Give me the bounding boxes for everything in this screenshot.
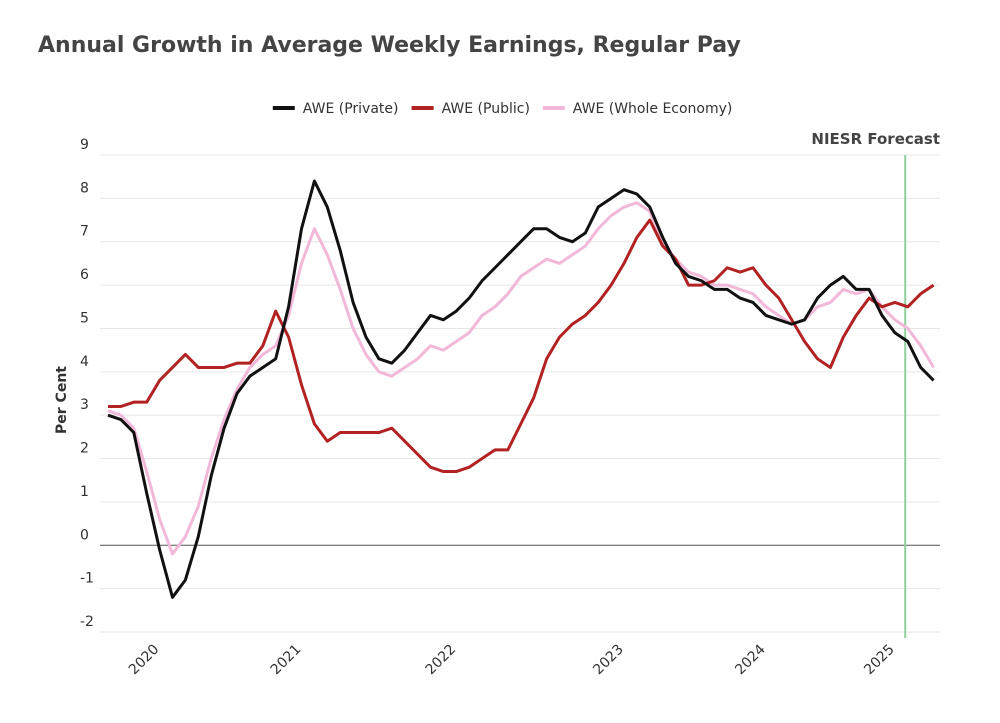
y-tick-label: 3 <box>80 397 89 413</box>
x-tick-label: 2022 <box>423 642 460 679</box>
y-tick-label: 5 <box>80 310 89 326</box>
x-tick-label: 2024 <box>732 641 769 678</box>
line-series <box>108 218 935 474</box>
line-series <box>107 201 935 556</box>
forecast-label: NIESR Forecast <box>811 130 940 148</box>
y-tick-label: 7 <box>80 224 89 240</box>
y-tick-label: -2 <box>80 614 94 630</box>
x-tick-label: 2020 <box>126 642 163 679</box>
legend-label: AWE (Public) <box>442 101 530 117</box>
y-tick-label: 0 <box>80 527 89 543</box>
legend-label: AWE (Whole Economy) <box>573 101 733 117</box>
chart-title: Annual Growth in Average Weekly Earnings… <box>38 33 741 58</box>
x-tick-label: 2025 <box>861 642 898 679</box>
y-tick-label: 1 <box>80 484 89 500</box>
y-tick-label: 2 <box>80 441 89 457</box>
y-axis-label: Per Cent <box>54 366 70 434</box>
x-tick-label: 2023 <box>590 642 627 679</box>
y-tick-label: 4 <box>80 354 89 370</box>
y-tick-label: -1 <box>80 571 94 587</box>
line-series <box>107 179 935 599</box>
legend-label: AWE (Private) <box>303 101 399 117</box>
y-tick-label: 6 <box>80 267 89 283</box>
y-tick-label: 8 <box>80 180 89 196</box>
y-tick-label: 9 <box>80 137 89 153</box>
x-tick-label: 2021 <box>268 642 305 679</box>
